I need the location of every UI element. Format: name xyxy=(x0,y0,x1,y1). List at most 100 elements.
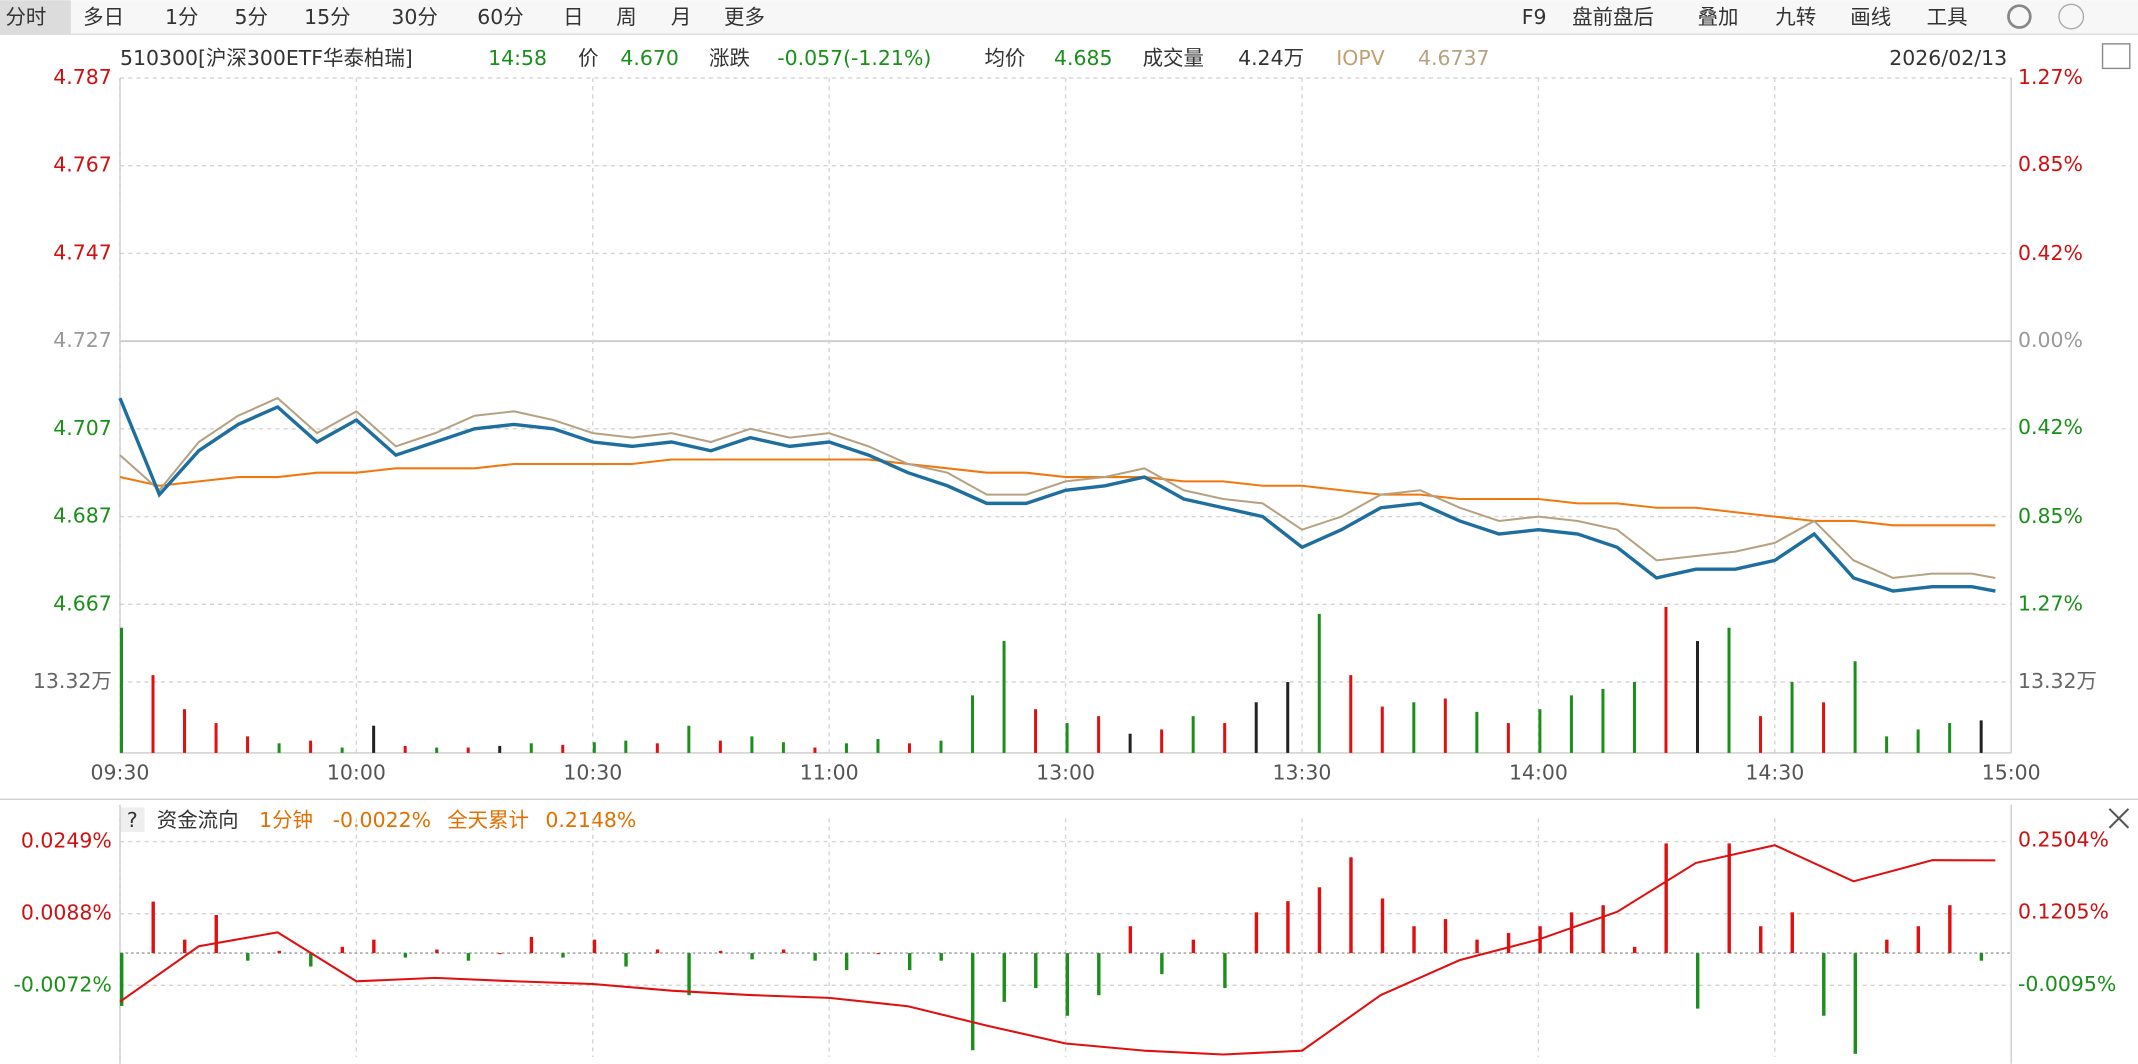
help-box[interactable] xyxy=(119,807,145,832)
cumulative-line xyxy=(119,844,1996,1056)
volume-bar xyxy=(781,742,785,753)
volume-bar xyxy=(1097,716,1101,753)
help-icon[interactable] xyxy=(2058,3,2085,30)
y2-tick-label: 0.85% xyxy=(2018,152,2083,176)
flow-bar xyxy=(1475,939,1479,954)
volume-bar xyxy=(151,675,155,753)
toolbar-tab[interactable]: 多日 xyxy=(83,5,124,29)
close-icon[interactable] xyxy=(2108,808,2130,829)
volume-bar xyxy=(1695,641,1699,753)
volume-bar xyxy=(498,745,502,753)
flow-bar xyxy=(1412,926,1416,954)
flow-bar xyxy=(1695,953,1700,1009)
volume-bar xyxy=(1160,729,1164,753)
wp-icon[interactable] xyxy=(2101,43,2131,70)
volume-tick-label: 13.32万 xyxy=(2018,669,2097,693)
toolbar-button[interactable]: 工具 xyxy=(1927,5,1968,29)
flow-bar xyxy=(1349,857,1353,954)
volume-bar xyxy=(529,743,533,753)
volume-bar xyxy=(1538,709,1542,753)
y2-tick-label: 0.1205% xyxy=(2018,900,2109,924)
flow-bar xyxy=(592,939,597,954)
flow-bar xyxy=(372,939,376,954)
flow-bar xyxy=(1254,912,1259,954)
y-tick-label: 4.767 xyxy=(53,153,112,177)
avg: 4.685 xyxy=(1054,46,1113,70)
price-label: 价 xyxy=(578,46,598,70)
volume-bar xyxy=(750,736,754,753)
flow-bar xyxy=(1160,953,1164,975)
flow-bar xyxy=(1128,926,1133,954)
toolbar-button[interactable]: 画线 xyxy=(1850,5,1891,29)
volume-bar xyxy=(1790,682,1794,753)
toolbar-button[interactable]: 九转 xyxy=(1775,5,1816,29)
toolbar-tab[interactable]: 1分 xyxy=(165,5,198,29)
volume-bar xyxy=(1380,706,1384,753)
toolbar-tab[interactable]: 更多 xyxy=(724,5,765,29)
y2-tick-label: 0.42% xyxy=(2018,415,2083,439)
volume-bar xyxy=(372,725,376,753)
x-tick-label: 10:30 xyxy=(563,760,622,784)
volume-bar xyxy=(1128,733,1132,753)
toolbar-tab[interactable]: 日 xyxy=(563,5,583,29)
flow-period: 1分钟 xyxy=(259,808,313,832)
y-tick-label: 4.667 xyxy=(53,591,112,615)
x-tick-label: 15:00 xyxy=(1982,760,2041,784)
toolbar-button[interactable]: F9 xyxy=(1522,5,1547,29)
toolbar-tab[interactable]: 分时 xyxy=(5,5,46,29)
flow-help[interactable]: ? xyxy=(127,808,138,832)
volume-bar xyxy=(1034,709,1038,753)
flow-bar xyxy=(687,953,691,996)
flow-bar xyxy=(403,953,408,958)
change-label: 涨跌 xyxy=(709,46,750,70)
flow-bar xyxy=(119,953,124,1006)
volume-bar xyxy=(435,747,439,753)
change: -0.057(-1.21%) xyxy=(777,46,931,70)
toolbar-tab[interactable]: 60分 xyxy=(477,5,523,29)
toolbar-bg xyxy=(0,0,2138,35)
flow-bar xyxy=(1979,953,1984,961)
flow-bar xyxy=(435,949,439,954)
settings-icon[interactable] xyxy=(2007,4,2032,29)
volume-bar xyxy=(1569,695,1573,753)
volume-bar xyxy=(403,745,407,753)
iopv-label: IOPV xyxy=(1336,46,1384,70)
volume-tick-label: 13.32万 xyxy=(33,669,112,693)
flow-bar xyxy=(183,939,187,954)
flow-bar xyxy=(844,953,849,971)
toolbar-tab[interactable]: 15分 xyxy=(304,5,350,29)
volume-bar xyxy=(939,740,943,753)
flow-bar xyxy=(1601,905,1605,954)
volume-bar xyxy=(907,743,911,753)
volume-bar xyxy=(844,743,848,753)
toolbar-tab[interactable]: 5分 xyxy=(235,5,268,29)
flow-bar xyxy=(750,953,754,960)
flow-bar xyxy=(781,949,786,954)
y-tick-label: 0.0088% xyxy=(21,901,112,925)
flow-bar xyxy=(246,953,250,961)
volume-bar xyxy=(277,743,281,753)
x-tick-label: 14:00 xyxy=(1509,760,1568,784)
volume-bar xyxy=(309,740,313,753)
flow-bar xyxy=(907,953,912,971)
price-line xyxy=(119,458,1996,527)
toolbar-button[interactable]: 叠加 xyxy=(1698,5,1739,29)
toolbar-button[interactable]: 盘前盘后 xyxy=(1572,5,1654,29)
flow-bar xyxy=(1506,932,1511,954)
flow-bar xyxy=(1002,953,1006,1002)
flow-bar xyxy=(1822,953,1826,1016)
toolbar-tab[interactable]: 月 xyxy=(671,5,691,29)
volume-bar xyxy=(1506,723,1510,753)
toolbar-tab[interactable]: 周 xyxy=(616,5,636,29)
flow-bar xyxy=(340,946,345,954)
toolbar-tab[interactable]: 30分 xyxy=(391,5,437,29)
flow-bar xyxy=(466,953,471,961)
volume-label: 成交量 xyxy=(1143,46,1204,70)
flow-title: 资金流向 xyxy=(157,808,239,832)
price-line xyxy=(119,396,1996,579)
volume-bar xyxy=(340,747,344,753)
flow-bar xyxy=(1034,953,1038,989)
flow-bar xyxy=(939,953,943,961)
flow-bar xyxy=(624,953,628,967)
